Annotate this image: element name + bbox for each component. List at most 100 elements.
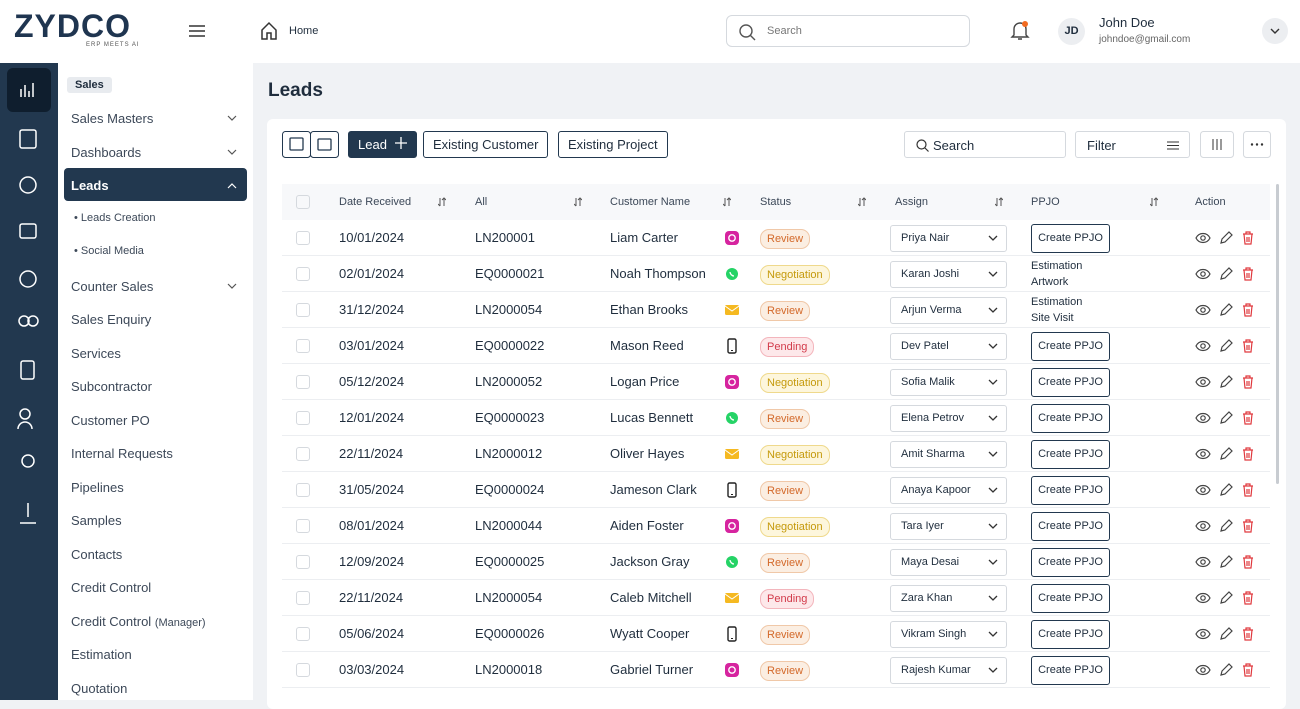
- global-search[interactable]: Search: [726, 15, 970, 47]
- assign-select[interactable]: Rajesh Kumar: [890, 657, 1007, 684]
- breadcrumb[interactable]: Home: [289, 25, 319, 37]
- view-action[interactable]: [1195, 339, 1211, 353]
- assign-select[interactable]: Arjun Verma: [890, 297, 1007, 324]
- edit-action[interactable]: [1219, 375, 1233, 389]
- edit-action[interactable]: [1219, 627, 1233, 641]
- create-ppjo-button[interactable]: Create PPJO: [1031, 332, 1110, 361]
- table-search[interactable]: Search: [904, 131, 1066, 158]
- delete-action[interactable]: [1241, 627, 1255, 641]
- sidebar-subitem[interactable]: • Social Media: [74, 245, 144, 257]
- delete-action[interactable]: [1241, 663, 1255, 677]
- row-checkbox[interactable]: [296, 447, 310, 461]
- column-header[interactable]: Status: [760, 196, 792, 208]
- delete-action[interactable]: [1241, 483, 1255, 497]
- notifications[interactable]: [1010, 20, 1030, 42]
- edit-action[interactable]: [1219, 303, 1233, 317]
- edit-action[interactable]: [1219, 411, 1233, 425]
- view-action[interactable]: [1195, 375, 1211, 389]
- columns-button[interactable]: [1200, 131, 1234, 158]
- view-action[interactable]: [1195, 231, 1211, 245]
- edit-action[interactable]: [1219, 483, 1233, 497]
- delete-action[interactable]: [1241, 591, 1255, 605]
- row-checkbox[interactable]: [296, 519, 310, 533]
- delete-action[interactable]: [1241, 267, 1255, 281]
- create-ppjo-button[interactable]: Create PPJO: [1031, 548, 1110, 577]
- view-action[interactable]: [1195, 663, 1211, 677]
- edit-action[interactable]: [1219, 339, 1233, 353]
- sort-icon[interactable]: [1150, 197, 1158, 207]
- delete-action[interactable]: [1241, 447, 1255, 461]
- delete-action[interactable]: [1241, 375, 1255, 389]
- create-ppjo-button[interactable]: Create PPJO: [1031, 440, 1110, 469]
- row-checkbox[interactable]: [296, 303, 310, 317]
- row-checkbox[interactable]: [296, 375, 310, 389]
- view-action[interactable]: [1195, 555, 1211, 569]
- row-checkbox[interactable]: [296, 411, 310, 425]
- assign-select[interactable]: Priya Nair: [890, 225, 1007, 252]
- sort-icon[interactable]: [995, 197, 1003, 207]
- create-ppjo-button[interactable]: Create PPJO: [1031, 224, 1110, 253]
- sidebar-item[interactable]: Sales Masters: [64, 101, 247, 134]
- sidebar-item[interactable]: Customer PO: [64, 403, 247, 436]
- row-checkbox[interactable]: [296, 591, 310, 605]
- existing-project-button[interactable]: Existing Project: [558, 131, 668, 158]
- row-checkbox[interactable]: [296, 627, 310, 641]
- sidebar-item[interactable]: Estimation: [64, 637, 247, 670]
- view-action[interactable]: [1195, 447, 1211, 461]
- assign-select[interactable]: Vikram Singh: [890, 621, 1007, 648]
- edit-action[interactable]: [1219, 267, 1233, 281]
- edit-action[interactable]: [1219, 591, 1233, 605]
- lead-button[interactable]: Lead: [348, 131, 417, 158]
- assign-select[interactable]: Maya Desai: [890, 549, 1007, 576]
- create-ppjo-button[interactable]: Create PPJO: [1031, 656, 1110, 685]
- logo[interactable]: ZYDCO: [14, 8, 131, 44]
- edit-action[interactable]: [1219, 231, 1233, 245]
- filter-button[interactable]: Filter: [1075, 131, 1190, 158]
- edit-action[interactable]: [1219, 555, 1233, 569]
- assign-select[interactable]: Tara Iyer: [890, 513, 1007, 540]
- sidebar-subitem[interactable]: • Leads Creation: [74, 211, 156, 224]
- sidebar-item[interactable]: Counter Sales: [64, 269, 247, 302]
- sort-icon[interactable]: [438, 197, 446, 207]
- edit-action[interactable]: [1219, 447, 1233, 461]
- column-header[interactable]: PPJO: [1031, 196, 1060, 208]
- sidebar-item[interactable]: Credit Control: [64, 570, 247, 603]
- sidebar-item[interactable]: Sales Enquiry: [64, 302, 247, 335]
- row-checkbox[interactable]: [296, 339, 310, 353]
- delete-action[interactable]: [1241, 231, 1255, 245]
- delete-action[interactable]: [1241, 303, 1255, 317]
- rail-active[interactable]: [7, 68, 51, 112]
- create-ppjo-button[interactable]: Create PPJO: [1031, 476, 1110, 505]
- row-checkbox[interactable]: [296, 663, 310, 677]
- create-ppjo-button[interactable]: Create PPJO: [1031, 584, 1110, 613]
- rail-icons[interactable]: [0, 63, 58, 533]
- row-checkbox[interactable]: [296, 267, 310, 281]
- edit-action[interactable]: [1219, 519, 1233, 533]
- create-ppjo-button[interactable]: Create PPJO: [1031, 512, 1110, 541]
- sidebar-item[interactable]: Credit Control (Manager): [64, 604, 247, 637]
- home-icon[interactable]: [260, 21, 278, 41]
- scrollbar[interactable]: [1276, 184, 1279, 484]
- existing-customer-button[interactable]: Existing Customer: [423, 131, 549, 158]
- delete-action[interactable]: [1241, 411, 1255, 425]
- sidebar-item[interactable]: Quotation: [64, 671, 247, 704]
- view-action[interactable]: [1195, 519, 1211, 533]
- view-toggle[interactable]: [282, 131, 340, 158]
- assign-select[interactable]: Karan Joshi: [890, 261, 1007, 288]
- sidebar-item[interactable]: Leads: [64, 168, 247, 201]
- sort-icon[interactable]: [723, 197, 731, 207]
- sort-icon[interactable]: [574, 197, 582, 207]
- view-action[interactable]: [1195, 627, 1211, 641]
- column-header[interactable]: All: [475, 196, 488, 208]
- sidebar-item[interactable]: Subcontractor: [64, 369, 247, 402]
- select-all[interactable]: [296, 195, 310, 209]
- sidebar-item[interactable]: Contacts: [64, 537, 247, 570]
- view-action[interactable]: [1195, 303, 1211, 317]
- column-header[interactable]: Assign: [895, 196, 929, 208]
- sidebar-item[interactable]: Pipelines: [64, 470, 247, 503]
- assign-select[interactable]: Anaya Kapoor: [890, 477, 1007, 504]
- create-ppjo-button[interactable]: Create PPJO: [1031, 368, 1110, 397]
- sidebar-item[interactable]: Internal Requests: [64, 436, 247, 469]
- column-header[interactable]: Customer Name: [610, 196, 691, 208]
- assign-select[interactable]: Zara Khan: [890, 585, 1007, 612]
